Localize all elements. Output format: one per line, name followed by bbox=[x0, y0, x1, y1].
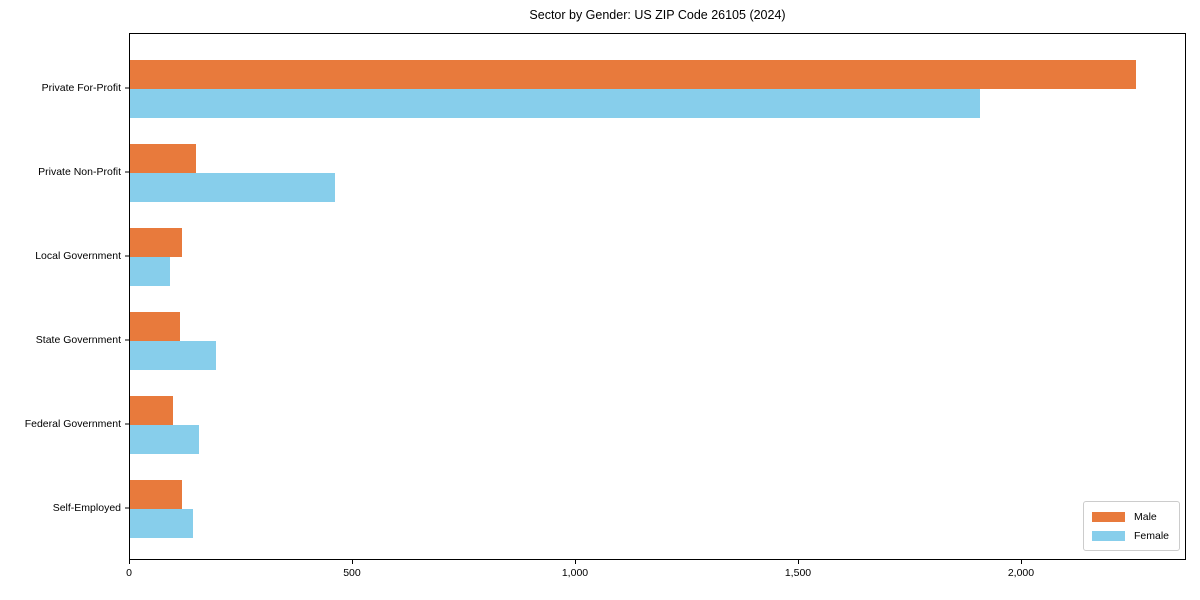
y-category-label: State Government bbox=[35, 334, 121, 346]
bar-male-private-non-profit bbox=[130, 144, 196, 173]
x-axis-tick bbox=[1020, 560, 1022, 564]
y-category-label: Private Non-Profit bbox=[38, 166, 121, 178]
y-category-label: Private For-Profit bbox=[41, 82, 121, 94]
y-category-label: Federal Government bbox=[24, 418, 121, 430]
x-axis-tick-label: 0 bbox=[126, 567, 132, 579]
legend-item-male: Male bbox=[1091, 507, 1169, 526]
bar-female-local-government bbox=[130, 257, 170, 286]
legend: Male Female bbox=[1082, 501, 1180, 551]
bar-male-self-employed bbox=[130, 480, 182, 509]
bar-female-private-non-profit bbox=[130, 173, 335, 202]
x-axis-tick bbox=[797, 560, 799, 564]
bar-male-federal-government bbox=[130, 396, 173, 425]
bar-female-federal-government bbox=[130, 425, 199, 454]
y-category-label: Local Government bbox=[35, 250, 121, 262]
x-axis-tick bbox=[574, 560, 576, 564]
bar-male-private-for-profit bbox=[130, 60, 1136, 89]
x-axis-tick bbox=[129, 560, 130, 564]
x-axis-tick bbox=[351, 560, 353, 564]
x-axis-tick-label: 500 bbox=[343, 567, 361, 579]
y-axis-tick bbox=[125, 339, 129, 341]
chart-title: Sector by Gender: US ZIP Code 26105 (202… bbox=[529, 8, 786, 22]
bar-female-self-employed bbox=[130, 509, 193, 538]
x-axis-tick-label: 1,500 bbox=[784, 567, 812, 579]
legend-label: Female bbox=[1133, 529, 1169, 542]
x-axis-tick-label: 2,000 bbox=[1007, 567, 1035, 579]
y-category-label: Self-Employed bbox=[52, 502, 121, 514]
legend-item-female: Female bbox=[1091, 526, 1169, 545]
y-axis-tick bbox=[125, 171, 129, 173]
bar-male-local-government bbox=[130, 228, 182, 257]
legend-label: Male bbox=[1133, 510, 1157, 523]
y-axis-tick bbox=[125, 507, 129, 509]
y-axis-tick bbox=[125, 255, 129, 257]
y-axis-tick bbox=[125, 423, 129, 425]
bar-female-state-government bbox=[130, 341, 216, 370]
bar-female-private-for-profit bbox=[130, 89, 980, 118]
legend-swatch-male bbox=[1091, 511, 1125, 522]
plot-area: Male Female bbox=[129, 33, 1186, 560]
legend-swatch-female bbox=[1091, 530, 1125, 541]
x-axis-tick-label: 1,000 bbox=[561, 567, 589, 579]
bar-male-state-government bbox=[130, 312, 180, 341]
y-axis-tick bbox=[125, 87, 129, 89]
